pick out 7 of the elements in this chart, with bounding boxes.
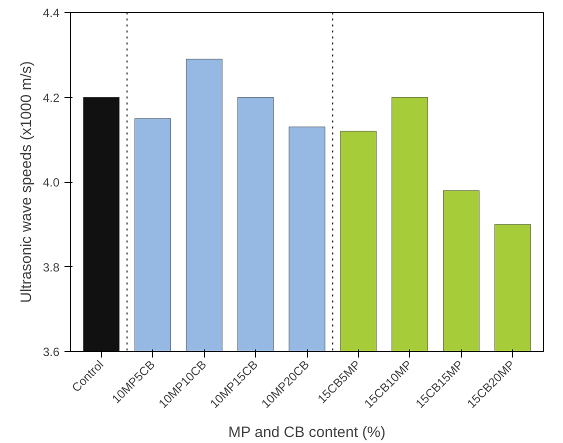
y-tick-label: 3.8 xyxy=(42,260,60,274)
y-tick-label: 3.6 xyxy=(42,345,60,359)
y-axis-title: Ultrasonic wave speeds (x1000 m/s) xyxy=(18,61,35,303)
y-tick-label: 4.4 xyxy=(42,6,60,20)
y-tick-label: 4.2 xyxy=(42,90,60,105)
y-tick-label: 4.0 xyxy=(42,176,60,190)
x-axis-title: MP and CB content (%) xyxy=(228,424,386,441)
